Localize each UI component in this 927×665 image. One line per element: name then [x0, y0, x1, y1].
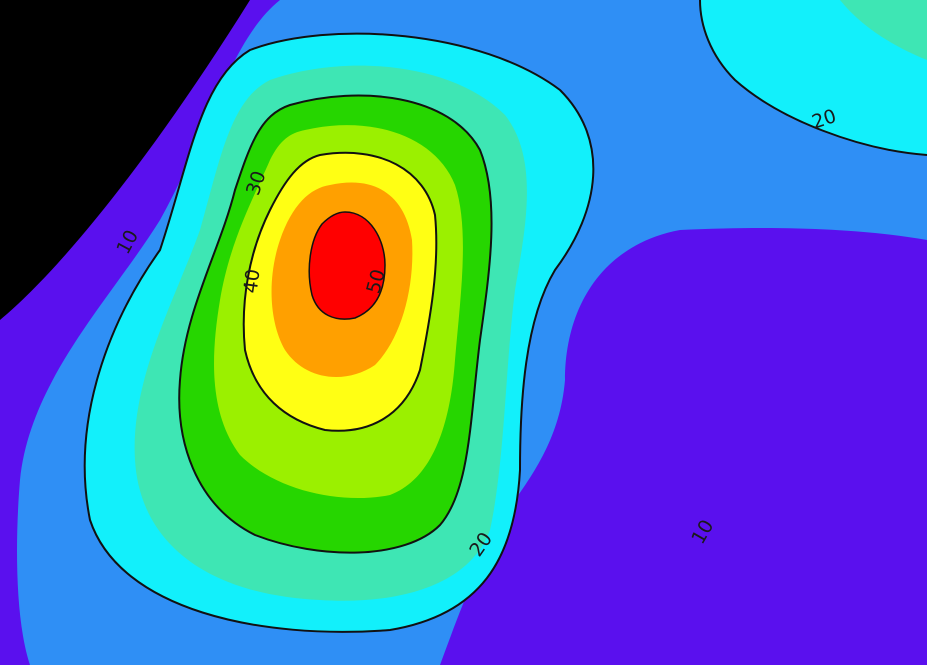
contour-label: 40: [239, 268, 264, 295]
